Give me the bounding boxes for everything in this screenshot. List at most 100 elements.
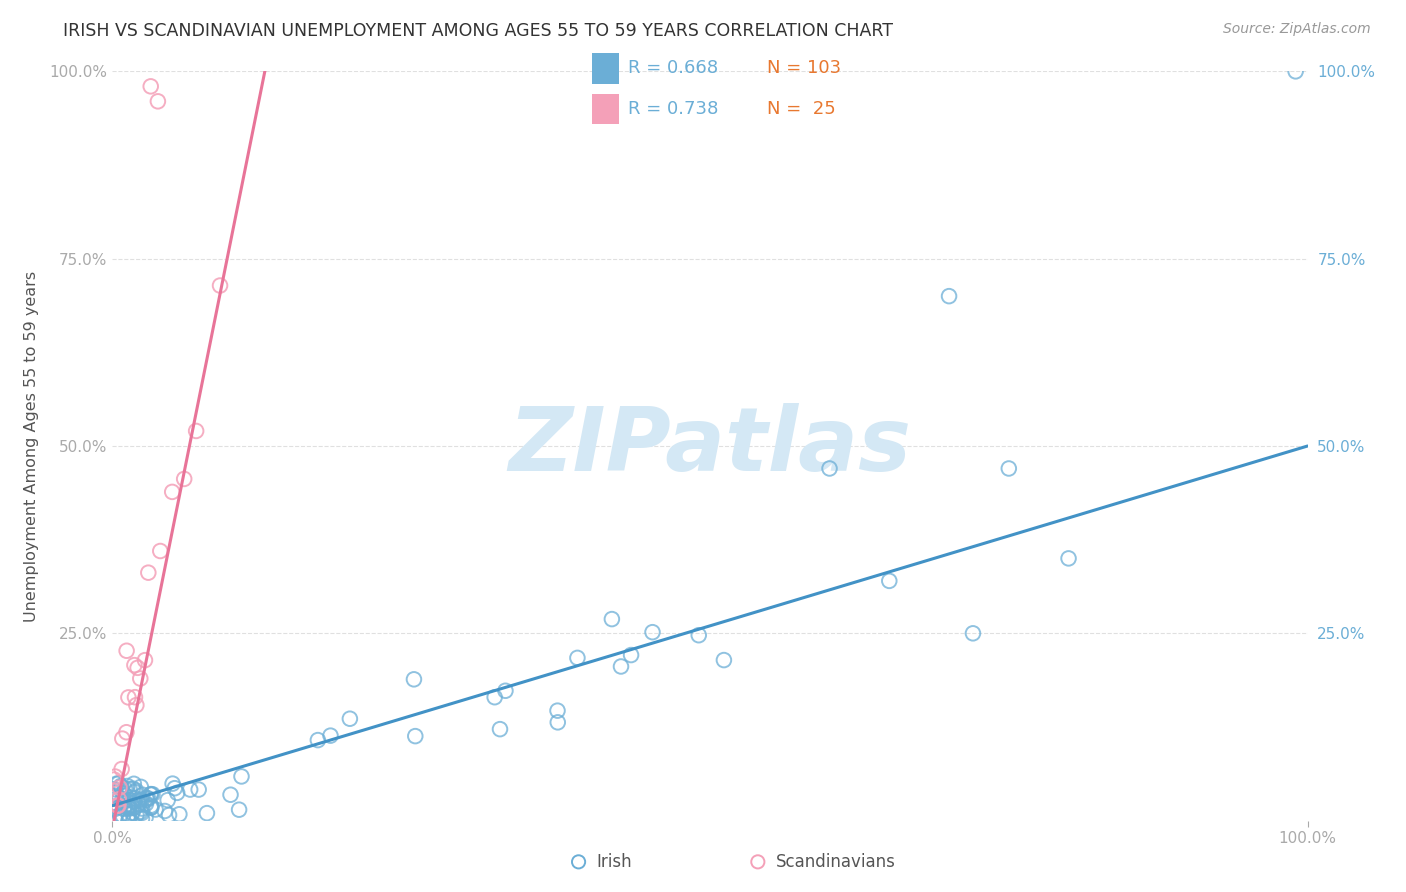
Point [129, 780, 152, 794]
Point [319, 729, 342, 743]
Text: R = 0.738: R = 0.738 [627, 100, 718, 118]
Point [124, 785, 146, 799]
Point [136, 791, 159, 805]
Point [568, 855, 591, 869]
Point [620, 648, 643, 662]
Point [1285, 64, 1308, 78]
Text: R = 0.668: R = 0.668 [627, 60, 718, 78]
Point [404, 729, 426, 743]
Point [117, 779, 139, 793]
Point [149, 544, 172, 558]
Point [112, 786, 135, 800]
Point [112, 794, 135, 808]
Point [124, 791, 146, 805]
Point [103, 802, 125, 816]
Point [107, 792, 129, 806]
Point [117, 690, 139, 705]
Point [108, 792, 131, 806]
Point [157, 808, 180, 822]
Point [169, 807, 191, 822]
Text: N = 103: N = 103 [766, 60, 841, 78]
Point [231, 769, 253, 783]
Point [124, 794, 146, 808]
Point [105, 777, 128, 791]
Point [127, 661, 149, 675]
Text: N =  25: N = 25 [766, 100, 835, 118]
Point [117, 814, 139, 828]
Point [114, 782, 136, 797]
Point [131, 788, 153, 802]
Point [121, 805, 143, 820]
Point [195, 806, 218, 821]
Point [104, 770, 127, 784]
Point [1057, 551, 1080, 566]
Point [139, 798, 162, 813]
Point [938, 289, 960, 303]
Point [110, 779, 132, 793]
Point [166, 786, 188, 800]
Point [600, 612, 623, 626]
Point [108, 780, 131, 795]
Point [163, 781, 186, 796]
Point [118, 800, 141, 814]
Point [131, 793, 153, 807]
Point [111, 762, 134, 776]
Point [134, 653, 156, 667]
Point [115, 725, 138, 739]
Point [110, 810, 132, 824]
Point [219, 788, 242, 802]
Point [125, 698, 148, 712]
Text: Scandinavians: Scandinavians [776, 853, 896, 871]
Point [117, 807, 139, 822]
Point [610, 659, 633, 673]
Point [118, 802, 141, 816]
Point [135, 791, 157, 805]
Point [118, 793, 141, 807]
Point [122, 801, 145, 815]
Point [125, 808, 148, 822]
Point [879, 574, 901, 588]
Point [122, 777, 145, 791]
Point [104, 785, 127, 799]
Point [105, 792, 128, 806]
Point [111, 731, 134, 746]
Point [108, 807, 131, 822]
Point [118, 781, 141, 796]
Point [107, 776, 129, 790]
Point [138, 566, 160, 580]
Point [115, 789, 138, 803]
Point [713, 653, 735, 667]
Point [818, 461, 841, 475]
Point [146, 95, 169, 109]
Y-axis label: Unemployment Among Ages 55 to 59 years: Unemployment Among Ages 55 to 59 years [24, 270, 38, 622]
Point [307, 733, 329, 747]
Point [131, 812, 153, 826]
Point [139, 787, 162, 801]
Text: ZIPatlas: ZIPatlas [509, 402, 911, 490]
Point [118, 812, 141, 826]
Point [110, 780, 132, 794]
Point [962, 626, 984, 640]
Point [107, 798, 129, 813]
Point [186, 424, 208, 438]
Point [104, 789, 127, 803]
Text: Source: ZipAtlas.com: Source: ZipAtlas.com [1223, 22, 1371, 37]
Point [187, 782, 209, 797]
Point [118, 799, 141, 814]
Point [688, 628, 710, 642]
Point [339, 712, 361, 726]
Point [567, 651, 589, 665]
Point [145, 803, 167, 817]
Point [125, 783, 148, 797]
Point [121, 799, 143, 814]
Point [111, 793, 134, 807]
Point [129, 672, 152, 686]
Point [547, 704, 569, 718]
Point [131, 805, 153, 820]
Point [153, 804, 176, 818]
Point [141, 787, 163, 801]
Point [489, 722, 512, 736]
Point [129, 805, 152, 819]
Point [402, 673, 425, 687]
Point [179, 782, 201, 797]
